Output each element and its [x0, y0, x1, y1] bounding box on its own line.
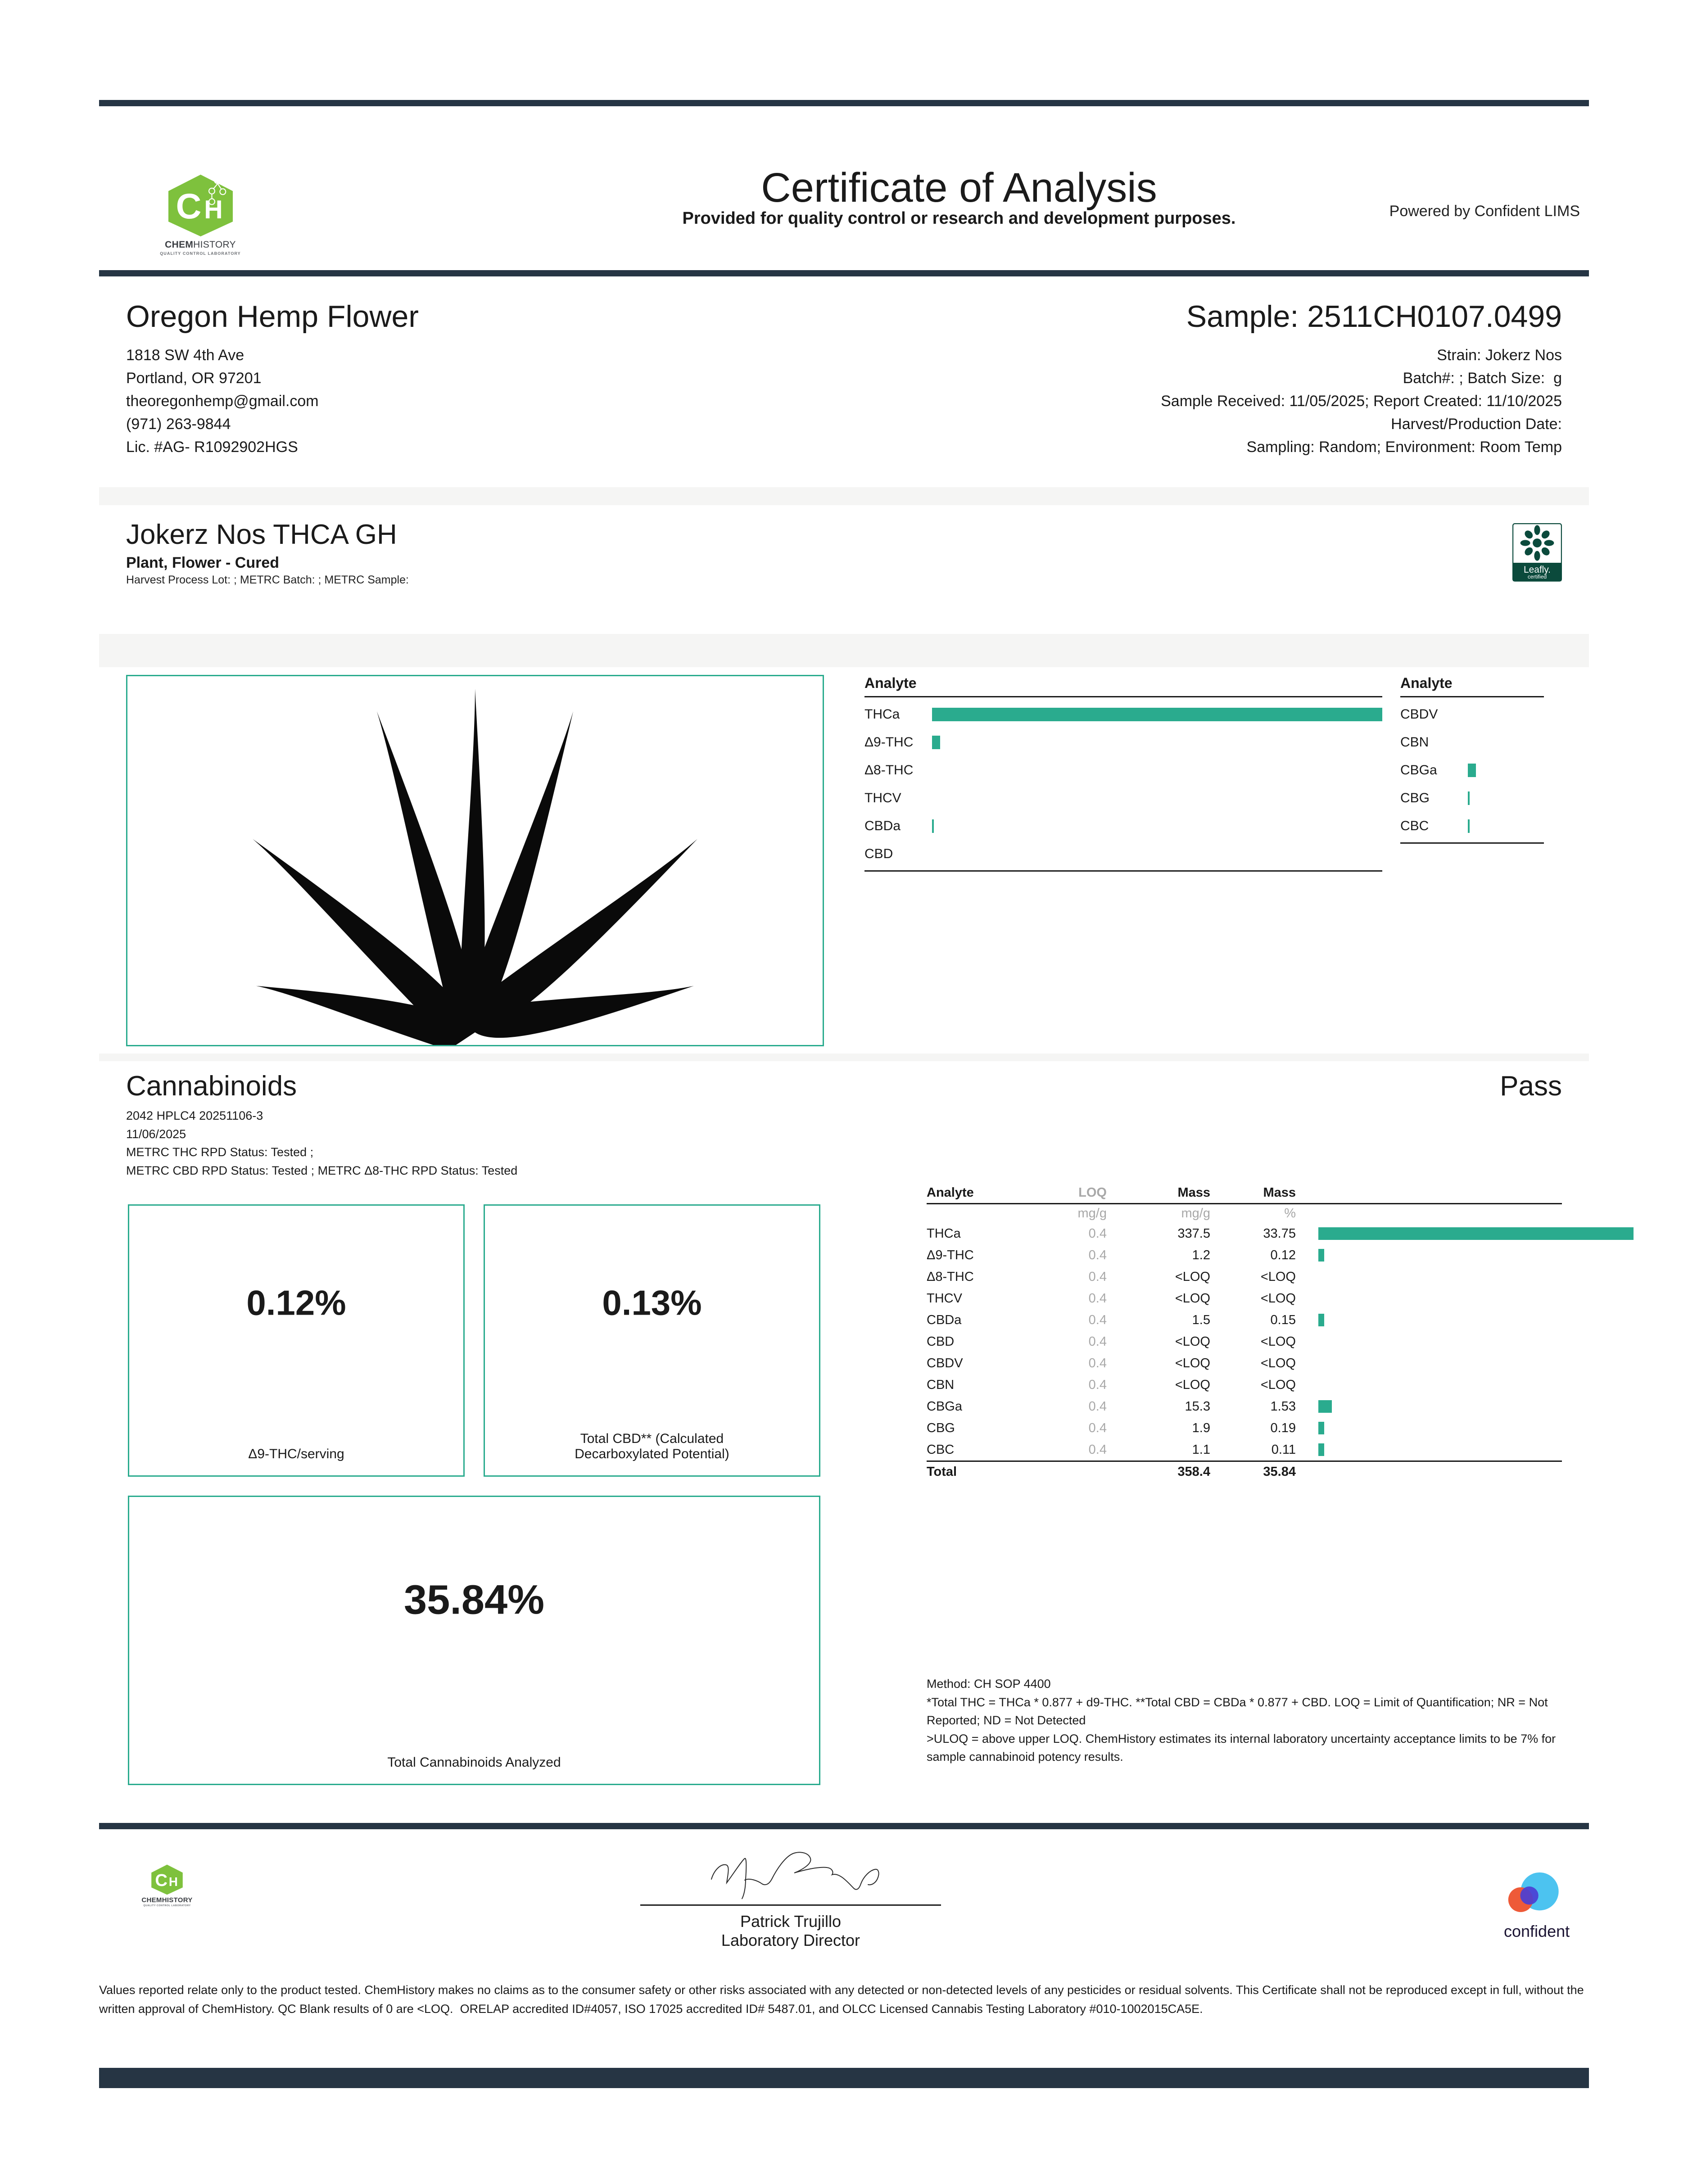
svg-text:C: C	[155, 1871, 167, 1890]
svg-text:H: H	[169, 1875, 178, 1889]
svg-text:C: C	[176, 186, 201, 226]
svg-text:certified: certified	[1528, 574, 1547, 580]
